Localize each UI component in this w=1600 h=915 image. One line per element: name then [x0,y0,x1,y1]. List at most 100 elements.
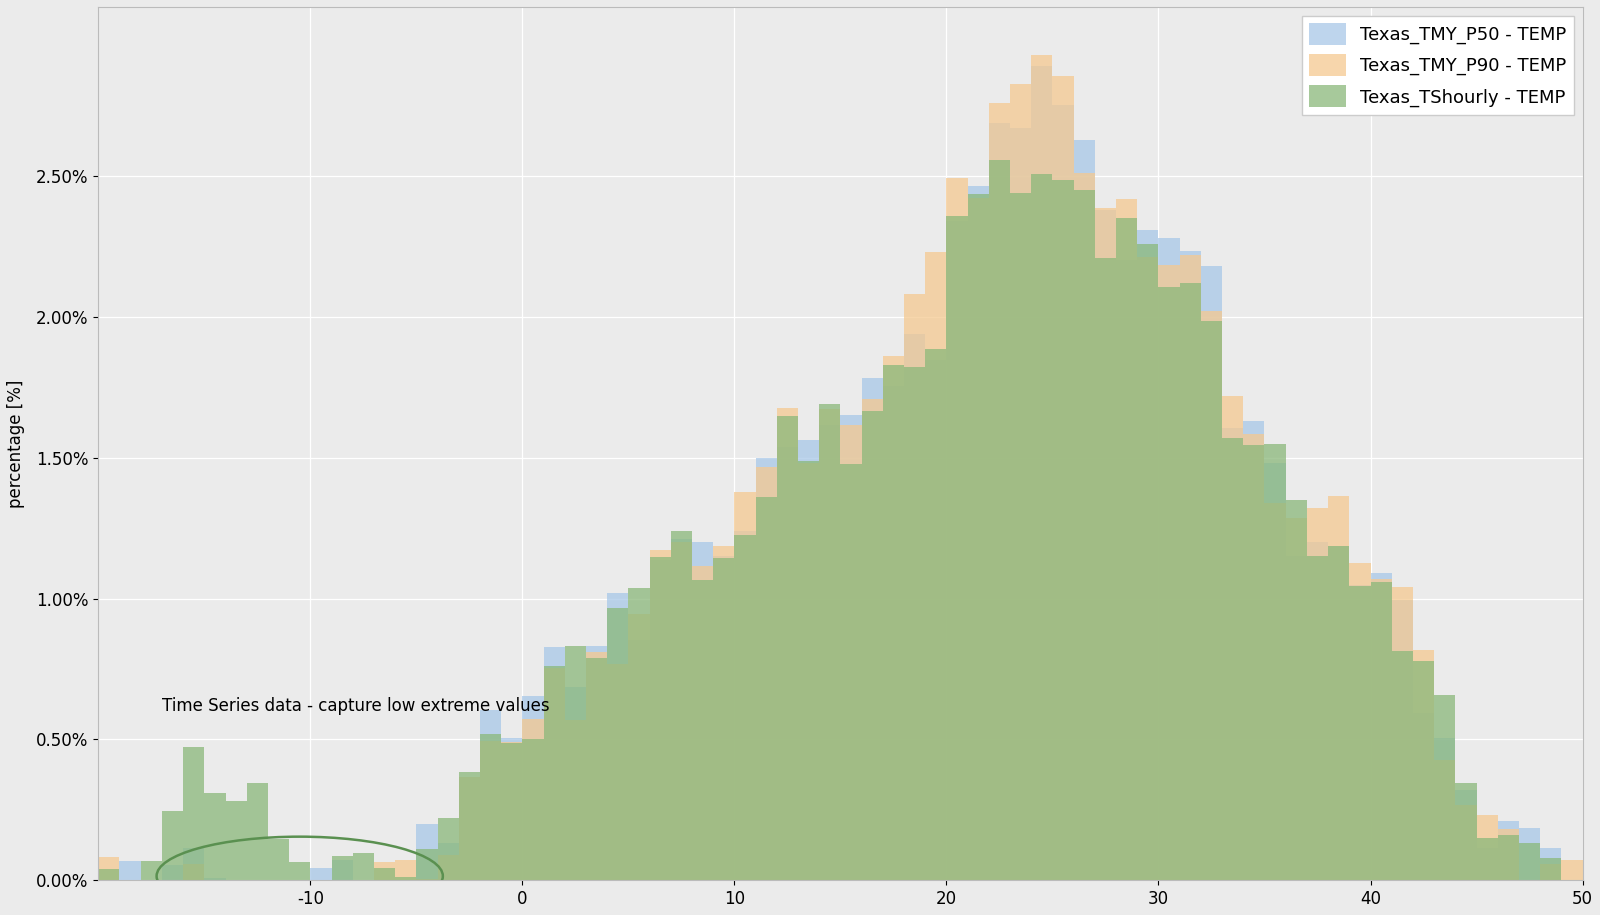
Bar [1307,543,1328,880]
Bar [459,771,480,880]
Bar [480,735,501,880]
Bar [883,386,904,880]
Bar [862,378,883,880]
Bar [544,668,565,880]
Bar [1264,503,1286,880]
Bar [1477,838,1498,880]
Bar [1032,66,1053,880]
Bar [395,860,416,880]
Bar [734,534,755,880]
Bar [1158,238,1179,880]
Bar [1117,218,1138,880]
Bar [459,777,480,880]
Bar [989,102,1010,880]
Bar [1202,311,1222,880]
Bar [1518,844,1541,880]
Bar [1032,55,1053,880]
Bar [925,252,947,880]
Bar [1456,783,1477,880]
Bar [714,557,734,880]
Bar [734,492,755,880]
Bar [1074,140,1094,880]
Bar [416,849,437,880]
Bar [1243,445,1264,880]
Bar [1010,128,1032,880]
Bar [798,439,819,880]
Bar [691,542,714,880]
Bar [798,463,819,880]
Bar [1371,574,1392,880]
Bar [182,864,205,880]
Bar [714,545,734,880]
Bar [1202,321,1222,880]
Bar [1222,438,1243,880]
Bar [798,461,819,880]
Bar [544,647,565,880]
Bar [883,365,904,880]
Bar [290,862,310,880]
Bar [1138,244,1158,880]
Bar [1286,555,1307,880]
Bar [1392,587,1413,880]
Bar [1562,859,1582,880]
Bar [1138,230,1158,880]
Bar [501,743,522,880]
Bar [691,566,714,880]
Bar [1264,463,1286,880]
Bar [629,614,650,880]
Bar [331,856,352,880]
Bar [1053,105,1074,880]
Bar [947,216,968,880]
Bar [1413,661,1434,880]
Bar [182,747,205,880]
Bar [1074,189,1094,880]
Bar [968,186,989,880]
Text: Time Series data - capture low extreme values: Time Series data - capture low extreme v… [162,697,549,716]
Bar [437,844,459,880]
Bar [586,652,606,880]
Bar [1074,173,1094,880]
Bar [1349,586,1371,880]
Bar [1456,790,1477,880]
Bar [1010,84,1032,880]
Bar [755,468,778,880]
Bar [606,664,629,880]
Bar [1541,858,1562,880]
Bar [1371,578,1392,880]
Bar [650,560,670,880]
Bar [162,811,182,880]
Bar [968,194,989,880]
Bar [246,782,267,880]
Bar [1222,428,1243,880]
Bar [1179,255,1202,880]
Bar [374,862,395,880]
Bar [883,356,904,880]
Bar [1286,518,1307,880]
Bar [819,404,840,880]
Bar [226,801,246,880]
Bar [1094,209,1117,880]
Bar [691,580,714,880]
Bar [1243,421,1264,880]
Bar [670,540,691,880]
Bar [374,868,395,880]
Bar [629,640,650,880]
Bar [522,719,544,880]
Bar [1434,695,1456,880]
Bar [1094,258,1117,880]
Bar [778,447,798,880]
Bar [1392,600,1413,880]
Bar [947,178,968,880]
Bar [162,866,182,880]
Bar [522,696,544,880]
Bar [1456,805,1477,880]
Bar [670,542,691,880]
Bar [586,658,606,880]
Bar [1477,814,1498,880]
Bar [1117,260,1138,880]
Bar [862,411,883,880]
Bar [98,857,120,880]
Bar [416,878,437,880]
Bar [819,425,840,880]
Bar [1498,834,1518,880]
